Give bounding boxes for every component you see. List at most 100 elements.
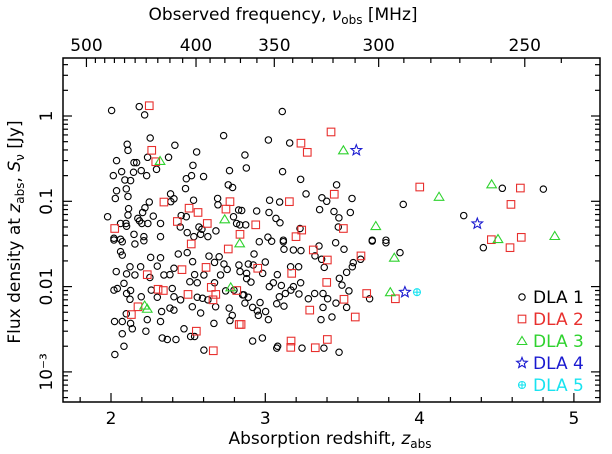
data-point (118, 330, 127, 338)
data-point (204, 296, 212, 304)
data-point (342, 268, 351, 277)
data-point (241, 221, 250, 229)
circle-marker (129, 168, 138, 177)
circle-marker (211, 303, 220, 311)
circle-marker (210, 258, 219, 267)
square-marker (110, 224, 120, 233)
square-marker (322, 335, 332, 344)
data-point (391, 294, 400, 304)
data-point (211, 290, 221, 299)
square-marker (151, 157, 161, 167)
circle-marker (143, 315, 152, 324)
square-marker (310, 343, 320, 353)
circle-marker (280, 302, 288, 310)
circle-marker (310, 289, 319, 298)
data-points (103, 101, 561, 359)
circle-marker (247, 278, 255, 286)
data-point (310, 289, 319, 298)
x-axis-title: Absorption redshift, zabs (229, 429, 432, 451)
data-point (163, 335, 172, 344)
data-point (144, 219, 152, 228)
data-point (204, 232, 212, 241)
circle-marker (126, 262, 134, 271)
circle-marker (215, 252, 223, 261)
data-point (329, 189, 339, 199)
data-point (111, 194, 120, 203)
data-point (137, 293, 145, 301)
data-point (479, 243, 488, 252)
circle-marker (112, 186, 121, 195)
data-point (459, 211, 468, 220)
square-marker (308, 245, 318, 255)
triangle-marker (154, 155, 166, 166)
circle-marker (200, 346, 208, 354)
data-point (210, 319, 218, 328)
circle-marker (294, 262, 303, 271)
data-point (103, 212, 112, 221)
circle-marker (198, 294, 207, 303)
circle-marker (214, 201, 222, 209)
circle-marker (210, 278, 219, 287)
circle-marker (171, 141, 179, 150)
circle-marker (160, 271, 168, 279)
circle-marker (146, 253, 155, 262)
square-marker (362, 289, 372, 298)
circle-marker (142, 327, 150, 335)
data-point (171, 141, 179, 150)
circle-marker (126, 319, 135, 328)
legend-marker (517, 314, 527, 324)
circle-marker (126, 295, 134, 304)
circle-marker (242, 269, 251, 278)
data-point (122, 222, 131, 230)
series-dla-2 (110, 101, 526, 356)
data-point (269, 278, 278, 287)
circle-marker (311, 252, 319, 260)
circle-marker (186, 332, 195, 341)
data-point (183, 228, 191, 237)
data-point (196, 230, 205, 239)
circle-marker (170, 306, 178, 314)
circle-marker (331, 238, 340, 247)
data-point (156, 219, 165, 228)
data-point (122, 219, 130, 228)
data-point (368, 237, 376, 245)
x-tick-label: 3 (260, 409, 271, 429)
square-marker (356, 251, 366, 261)
circle-marker (170, 293, 178, 301)
data-point (296, 224, 304, 233)
circle-marker (163, 335, 172, 344)
data-point (158, 286, 168, 295)
data-point (279, 237, 288, 246)
data-point (251, 220, 261, 230)
data-point (128, 325, 137, 333)
circle-marker (228, 183, 237, 192)
data-point (112, 156, 121, 165)
circle-marker (273, 342, 282, 350)
square-marker (142, 270, 152, 280)
circle-marker (319, 289, 327, 298)
triangle-marker (492, 233, 504, 244)
data-point (275, 198, 284, 206)
circle-marker (210, 319, 218, 328)
data-point (145, 198, 154, 206)
data-point (176, 296, 185, 304)
circle-marker (147, 286, 156, 294)
data-point (190, 270, 199, 279)
data-point (116, 247, 125, 256)
data-point (296, 175, 305, 184)
circle-marker (157, 307, 166, 316)
circle-marker (109, 171, 118, 180)
legend-label: DLA 3 (533, 332, 584, 352)
circle-marker (183, 248, 191, 257)
data-point (198, 225, 206, 234)
circle-marker (278, 167, 287, 176)
data-point (210, 258, 219, 267)
data-point (212, 227, 220, 235)
circle-marker (213, 194, 222, 203)
data-point (146, 253, 155, 262)
data-point (140, 111, 149, 119)
square-marker (297, 225, 307, 235)
data-point (228, 183, 237, 192)
square-marker (322, 255, 332, 265)
data-point (160, 271, 168, 279)
